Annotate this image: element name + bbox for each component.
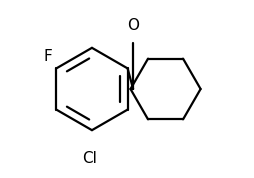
Text: Cl: Cl [82, 151, 97, 166]
Text: F: F [44, 49, 53, 64]
Text: O: O [127, 18, 139, 33]
